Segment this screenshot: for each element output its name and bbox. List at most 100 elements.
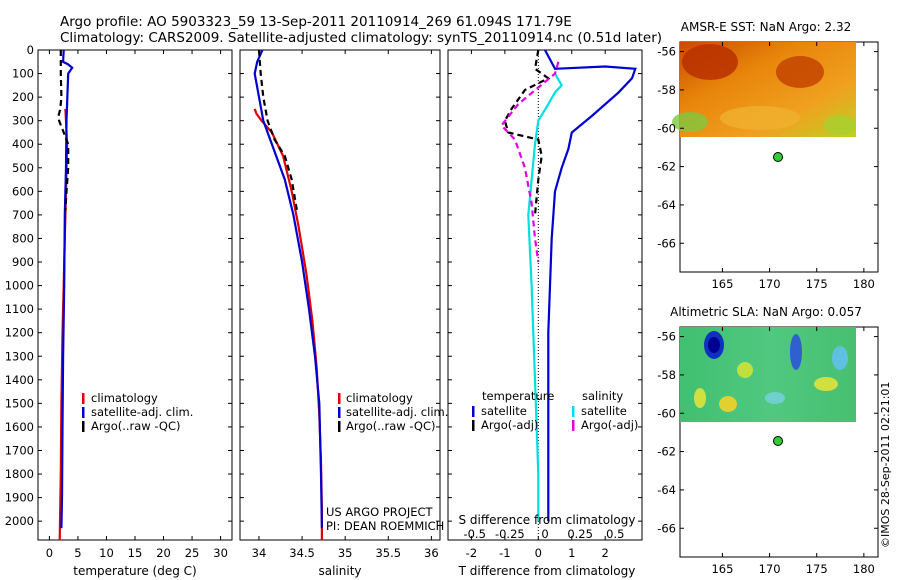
salinity-panel-frame [239, 49, 441, 541]
series-line [257, 49, 298, 211]
project-annotation: US ARGO PROJECT [326, 505, 434, 519]
salinity-axis-label: salinity [318, 564, 361, 578]
x-tick-label: 1 [568, 546, 575, 560]
sst-map-title: AMSR-E SST: NaN Argo: 2.32 [681, 20, 851, 34]
legend-swatch-temp-satellite [472, 406, 475, 417]
y-tick-label: 600 [12, 184, 34, 198]
y-tick-label: 1200 [5, 326, 34, 340]
x-tick-label: -1 [499, 546, 510, 560]
x-tick-label: 0 [535, 546, 542, 560]
imos-stamp: ©IMOS 28-Sep-2011 02:21:01 [879, 382, 892, 548]
map-y-tick-label: -56 [657, 330, 676, 344]
legend-argo: Argo(..raw -QC) [91, 419, 181, 433]
sst-map-axes: -56 -58 -60 -62 -64 -66 165 170 175 180 [657, 42, 878, 291]
legend-title-temperature: temperature [482, 389, 554, 403]
legend-temp-satellite: satellite [481, 404, 527, 418]
x-tick-label: 0 [46, 546, 53, 560]
y-tick-label: 2000 [5, 514, 34, 528]
legend-swatch-sal-argo [572, 420, 575, 431]
x-tick-label: 20 [156, 546, 171, 560]
y-tick-label: 1800 [5, 467, 34, 481]
s-diff-axis-label: S difference from climatology [459, 513, 636, 527]
series-line [527, 73, 564, 522]
x-tick-label: 35 [338, 546, 353, 560]
temperature-legend: climatology satellite-adj. clim. Argo(..… [82, 391, 193, 433]
s-tick-label: -0.5 [463, 527, 485, 541]
legend-climatology: climatology [91, 391, 158, 405]
y-tick-label: 1300 [5, 349, 34, 363]
y-tick-label: 1400 [5, 373, 34, 387]
legend-sal-satellite: satellite [581, 404, 627, 418]
legend-swatch-temp-argo [472, 420, 475, 431]
series-line [57, 50, 70, 211]
map-y-tick-label: -62 [657, 445, 676, 459]
y-tick-label: 100 [12, 67, 34, 81]
y-tick-label: 300 [12, 114, 34, 128]
sla-heatmap [680, 327, 856, 422]
x-tick-label: 2 [602, 546, 609, 560]
s-tick-label: -0.25 [495, 527, 525, 541]
series-line [544, 49, 637, 522]
map-x-tick-label: 175 [806, 277, 828, 291]
y-tick-label: 1500 [5, 396, 34, 410]
map-y-tick-label: -60 [657, 406, 676, 420]
y-tick-label: 1700 [5, 443, 34, 457]
x-tick-label: 34 [252, 546, 267, 560]
y-tick-label: 400 [12, 137, 34, 151]
map-y-tick-label: -66 [657, 236, 676, 250]
map-x-tick-label: 170 [759, 562, 781, 576]
sla-map-axes: -56 -58 -60 -62 -64 -66 165 170 175 180 [657, 327, 878, 576]
difference-legend: temperature salinity satellite Argo(-adj… [472, 389, 638, 432]
legend-temp-argo: Argo(-adj) [481, 418, 538, 432]
legend-swatch-climatology [338, 393, 341, 404]
sst-heatmap [672, 42, 856, 137]
series-line [60, 49, 74, 529]
y-tick-label: 700 [12, 208, 34, 222]
y-tick-label: 200 [12, 90, 34, 104]
x-tick-label: 36 [424, 546, 439, 560]
temperature-plot: 0100200300400500600700800900100011001200… [5, 43, 232, 560]
legend-swatch-argo [338, 421, 341, 432]
legend-satellite-adj: satellite-adj. clim. [346, 405, 448, 419]
y-tick-label: 800 [12, 231, 34, 245]
map-y-tick-label: -56 [657, 45, 676, 59]
y-tick-label: 1900 [5, 491, 34, 505]
map-x-tick-label: 180 [853, 562, 875, 576]
legend-climatology: climatology [346, 391, 413, 405]
x-tick-label: -2 [466, 546, 477, 560]
y-tick-label: 0 [27, 43, 34, 57]
x-tick-label: 30 [213, 546, 228, 560]
legend-swatch-satellite [82, 407, 85, 418]
y-tick-label: 500 [12, 161, 34, 175]
map-y-tick-label: -64 [657, 483, 676, 497]
map-x-tick-label: 175 [806, 562, 828, 576]
y-tick-label: 1100 [5, 302, 34, 316]
map-x-tick-label: 180 [853, 277, 875, 291]
salinity-plot: 34 34.5 35 35.5 36 [240, 49, 440, 560]
map-y-tick-label: -64 [657, 198, 676, 212]
x-tick-label: 5 [74, 546, 81, 560]
y-tick-label: 1000 [5, 279, 34, 293]
x-tick-label: 35.5 [375, 546, 401, 560]
sst-float-marker [773, 152, 783, 162]
map-x-tick-label: 170 [759, 277, 781, 291]
x-tick-label: 34.5 [289, 546, 315, 560]
x-tick-label: 15 [128, 546, 143, 560]
x-tick-label: 10 [99, 546, 114, 560]
sla-map-title: Altimetric SLA: NaN Argo: 0.057 [670, 305, 862, 319]
legend-title-salinity: salinity [582, 389, 623, 403]
map-y-tick-label: -58 [657, 368, 676, 382]
map-y-tick-label: -62 [657, 160, 676, 174]
legend-swatch-sal-satellite [572, 406, 575, 417]
map-y-tick-label: -60 [657, 121, 676, 135]
series-line [253, 49, 323, 529]
legend-swatch-climatology [82, 393, 85, 404]
pi-annotation: PI: DEAN ROEMMICH [326, 519, 444, 533]
series-line [503, 49, 551, 216]
s-tick-label: 0.25 [567, 527, 593, 541]
s-tick-label: 0.5 [606, 527, 624, 541]
s-tick-label: 0 [541, 527, 548, 541]
figure-title-line1: Argo profile: AO 5903323_59 13-Sep-2011 … [60, 14, 572, 30]
map-x-tick-label: 165 [711, 277, 733, 291]
